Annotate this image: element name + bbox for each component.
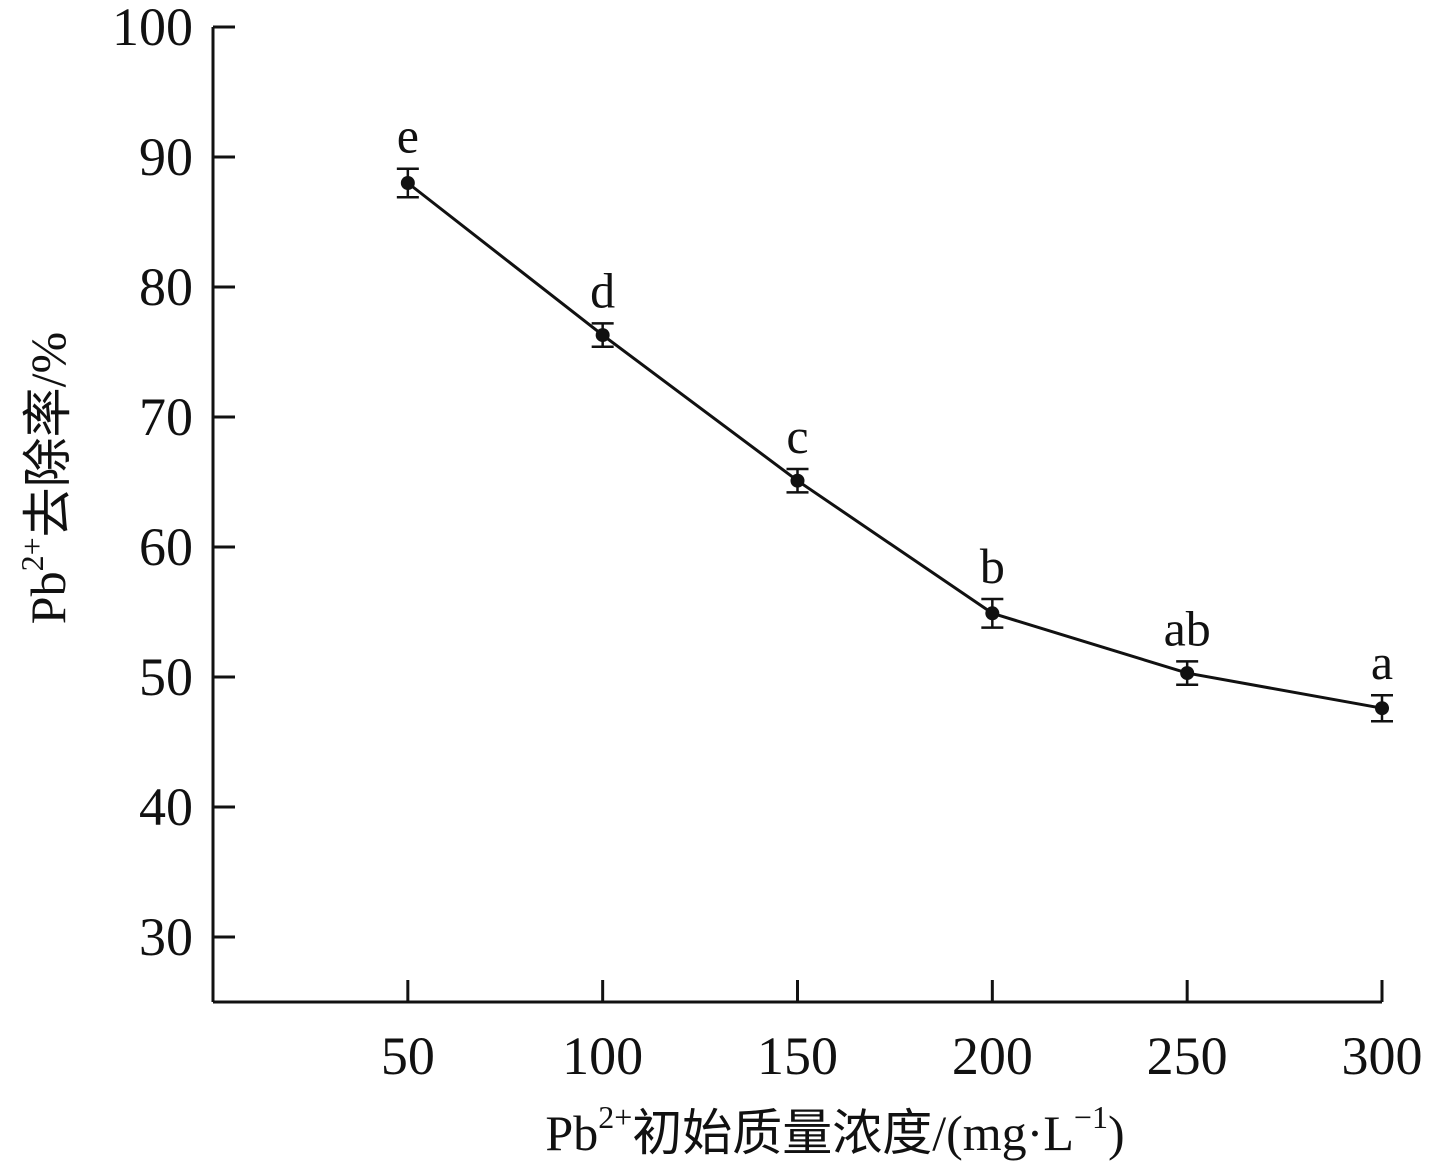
axes: 30 40 50 60 70 80 90 100 50 100 150 200 250 300 — [112, 0, 1423, 1086]
y-tick-label: 60 — [139, 517, 193, 577]
data-point — [1375, 701, 1389, 716]
significance-label: e — [397, 108, 419, 164]
data-point — [985, 606, 1000, 621]
significance-label: a — [1371, 634, 1393, 690]
labels: e d c b ab a — [397, 108, 1393, 691]
y-tick-label: 100 — [112, 0, 193, 57]
x-axis-title: Pb2+初始质量浓度/(mg·L−1) — [545, 1099, 1124, 1161]
x-tick-label: 300 — [1342, 1026, 1423, 1086]
y-tick-label: 30 — [139, 907, 193, 967]
data-point — [400, 176, 415, 190]
y-tick-label: 70 — [139, 387, 193, 447]
x-tick-label: 150 — [757, 1026, 838, 1086]
y-tick-label: 50 — [139, 647, 193, 707]
series — [396, 167, 1393, 723]
series-line — [406, 181, 1383, 710]
x-tick-label: 100 — [562, 1026, 643, 1086]
y-axis-title: Pb2+去除率/% — [14, 332, 76, 624]
data-point — [790, 473, 805, 488]
significance-label: ab — [1164, 600, 1211, 656]
x-tick-label: 250 — [1147, 1026, 1228, 1086]
significance-label: d — [590, 262, 615, 318]
data-point — [595, 328, 610, 343]
y-tick-label: 80 — [139, 257, 193, 317]
data-point — [1180, 666, 1195, 681]
x-tick-label: 50 — [381, 1026, 435, 1086]
x-tick-label: 200 — [952, 1026, 1033, 1086]
significance-label: b — [980, 538, 1005, 594]
y-tick-label: 40 — [139, 777, 193, 837]
significance-label: c — [786, 408, 808, 464]
y-tick-label: 90 — [139, 127, 193, 187]
